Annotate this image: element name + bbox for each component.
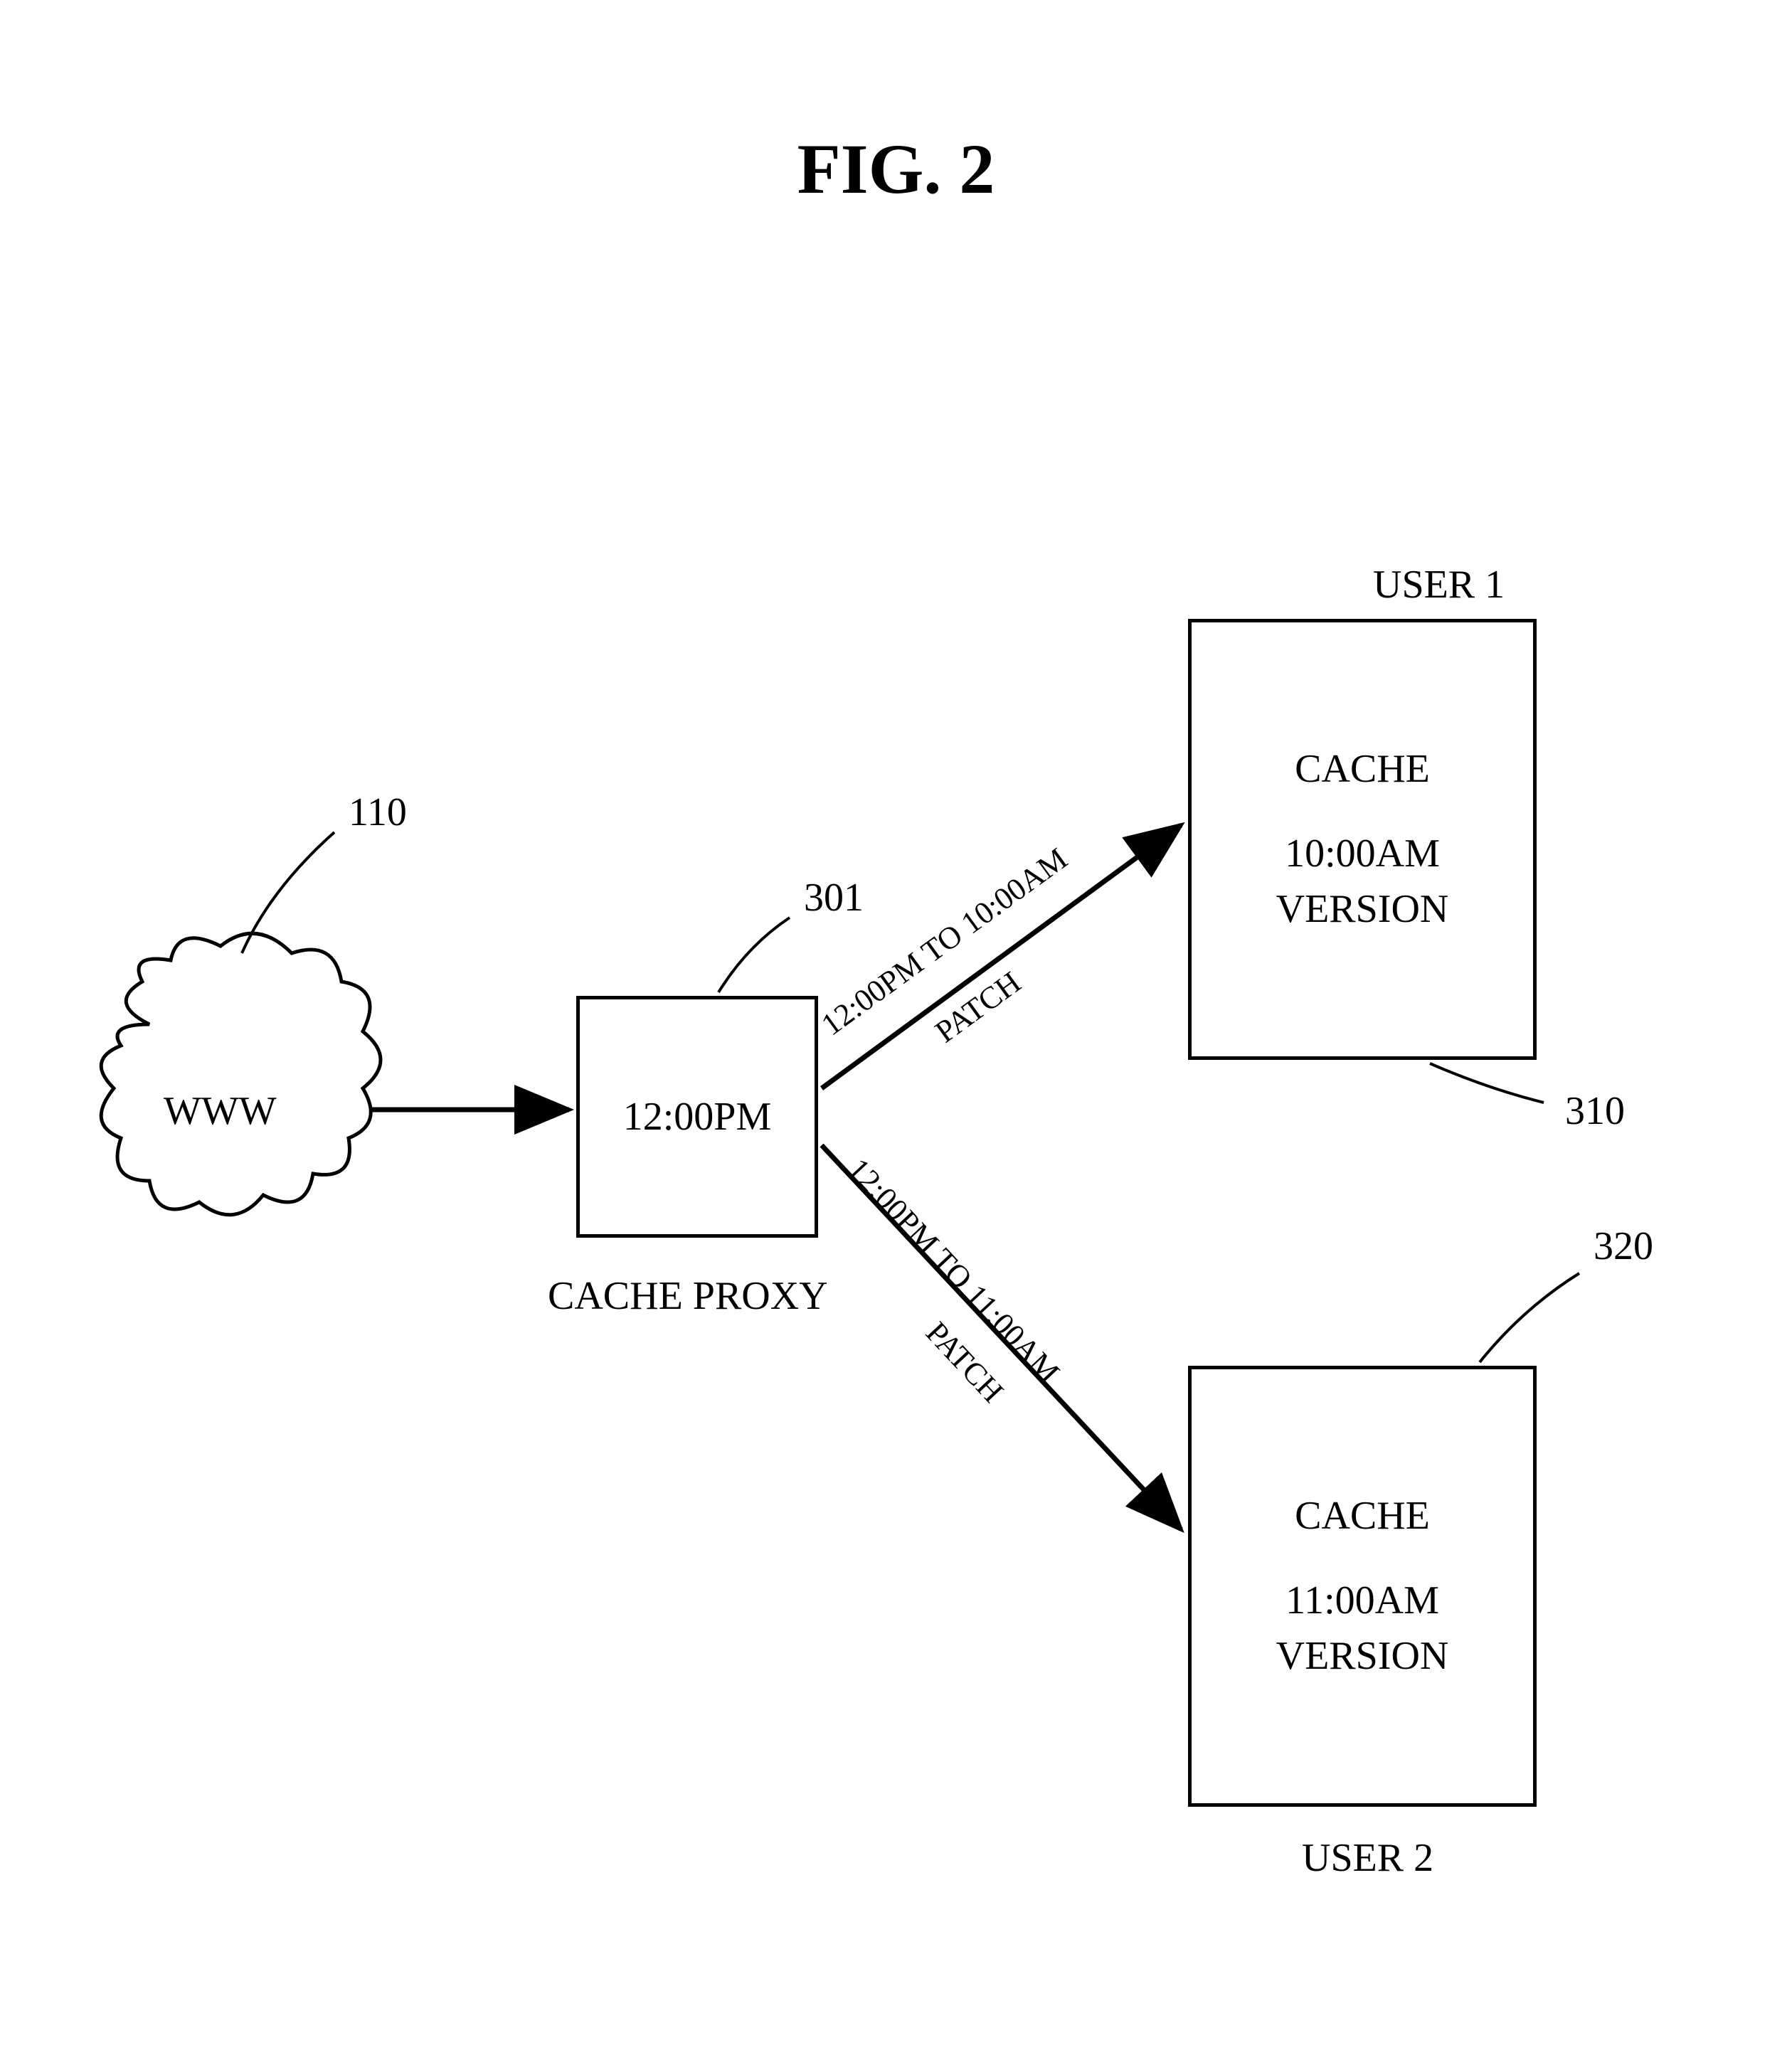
ref-leader-320 — [1480, 1273, 1579, 1362]
ref-leader-310 — [1430, 1063, 1544, 1103]
user1-version: VERSION — [1276, 881, 1449, 937]
cache-proxy-text: 12:00PM — [623, 1089, 772, 1145]
www-text: WWW — [164, 1088, 277, 1134]
arrow-user1-label-bottom: PATCH — [928, 964, 1027, 1050]
ref-320: 320 — [1594, 1223, 1653, 1269]
user1-time: 10:00AM — [1285, 826, 1440, 881]
figure-title: FIG. 2 — [0, 128, 1792, 210]
user2-cache: CACHE — [1295, 1488, 1430, 1544]
ref-leader-110 — [242, 832, 334, 953]
user1-label: USER 1 — [1373, 562, 1505, 607]
ref-310: 310 — [1565, 1088, 1625, 1134]
ref-301: 301 — [804, 875, 864, 920]
user1-box: CACHE 10:00AM VERSION — [1188, 619, 1537, 1060]
www-cloud — [101, 933, 381, 1215]
user2-version: VERSION — [1276, 1628, 1449, 1684]
cache-proxy-box: 12:00PM — [576, 996, 818, 1238]
user2-box: CACHE 11:00AM VERSION — [1188, 1366, 1537, 1807]
arrow-proxy-user1 — [822, 825, 1181, 1088]
ref-leader-301 — [719, 918, 790, 992]
user2-label: USER 2 — [1302, 1835, 1433, 1881]
user1-cache: CACHE — [1295, 741, 1430, 797]
user2-time: 11:00AM — [1285, 1573, 1439, 1628]
cache-proxy-label: CACHE PROXY — [548, 1273, 828, 1319]
ref-110: 110 — [349, 790, 407, 835]
